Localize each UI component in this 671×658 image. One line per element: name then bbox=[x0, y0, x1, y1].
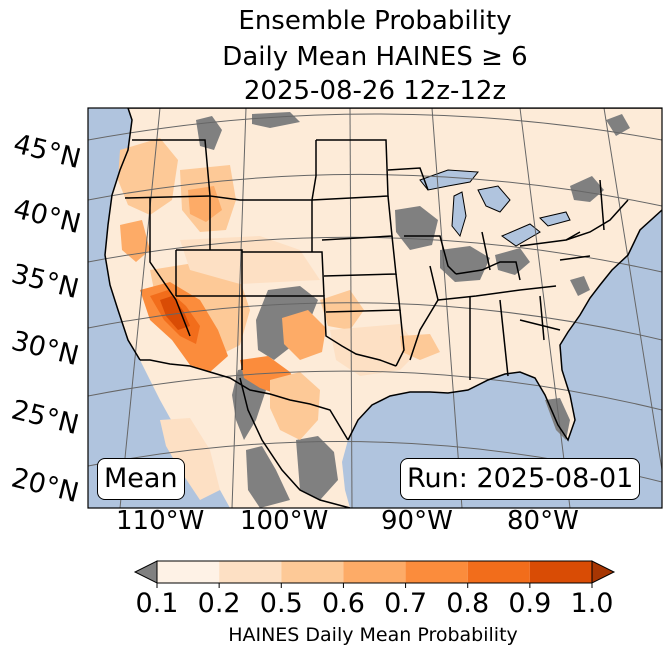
great-lakes bbox=[419, 169, 571, 247]
colorbar-tick-label: 0.7 bbox=[384, 588, 428, 619]
colorbar-label: HAINES Daily Mean Probability bbox=[228, 624, 518, 646]
colorbar-tick-label: 0.9 bbox=[508, 588, 552, 619]
colorbar-segment bbox=[343, 561, 406, 583]
colorbar-tick-label: 1.0 bbox=[570, 588, 614, 619]
colorbar-over-arrow bbox=[591, 560, 616, 584]
lon-label-100: 100°W bbox=[240, 506, 329, 536]
run-label: Run: 2025-08-01 bbox=[400, 458, 641, 500]
colorbar-tick-label: 0.1 bbox=[135, 588, 179, 619]
lon-label-110: 110°W bbox=[116, 506, 205, 536]
colorbar-tick-label: 0.2 bbox=[197, 588, 241, 619]
colorbar-segment bbox=[281, 561, 344, 583]
colorbar-segment bbox=[405, 561, 468, 583]
map-frame bbox=[87, 107, 663, 509]
state-boundaries bbox=[104, 108, 662, 508]
colorbar-under-arrow bbox=[133, 560, 158, 584]
lon-label-90: 90°W bbox=[381, 506, 453, 536]
colorbar-segment bbox=[467, 561, 530, 583]
lon-label-80: 80°W bbox=[507, 506, 579, 536]
colorbar bbox=[133, 560, 616, 588]
title-line-3: 2025-08-26 12z-12z bbox=[243, 76, 507, 106]
colorbar-tick-label: 0.8 bbox=[446, 588, 490, 619]
colorbar-outline bbox=[156, 560, 593, 584]
title-line-1: Ensemble Probability bbox=[238, 6, 512, 36]
colorbar-segment bbox=[219, 561, 282, 583]
title-line-2: Daily Mean HAINES ≥ 6 bbox=[222, 42, 528, 72]
colorbar-segment bbox=[529, 561, 592, 583]
colorbar-tick-label: 0.5 bbox=[259, 588, 303, 619]
colorbar-segment bbox=[157, 561, 220, 583]
probability-shading bbox=[118, 138, 440, 500]
stat-label: Mean bbox=[97, 458, 185, 500]
colorbar-tick-label: 0.6 bbox=[321, 588, 365, 619]
